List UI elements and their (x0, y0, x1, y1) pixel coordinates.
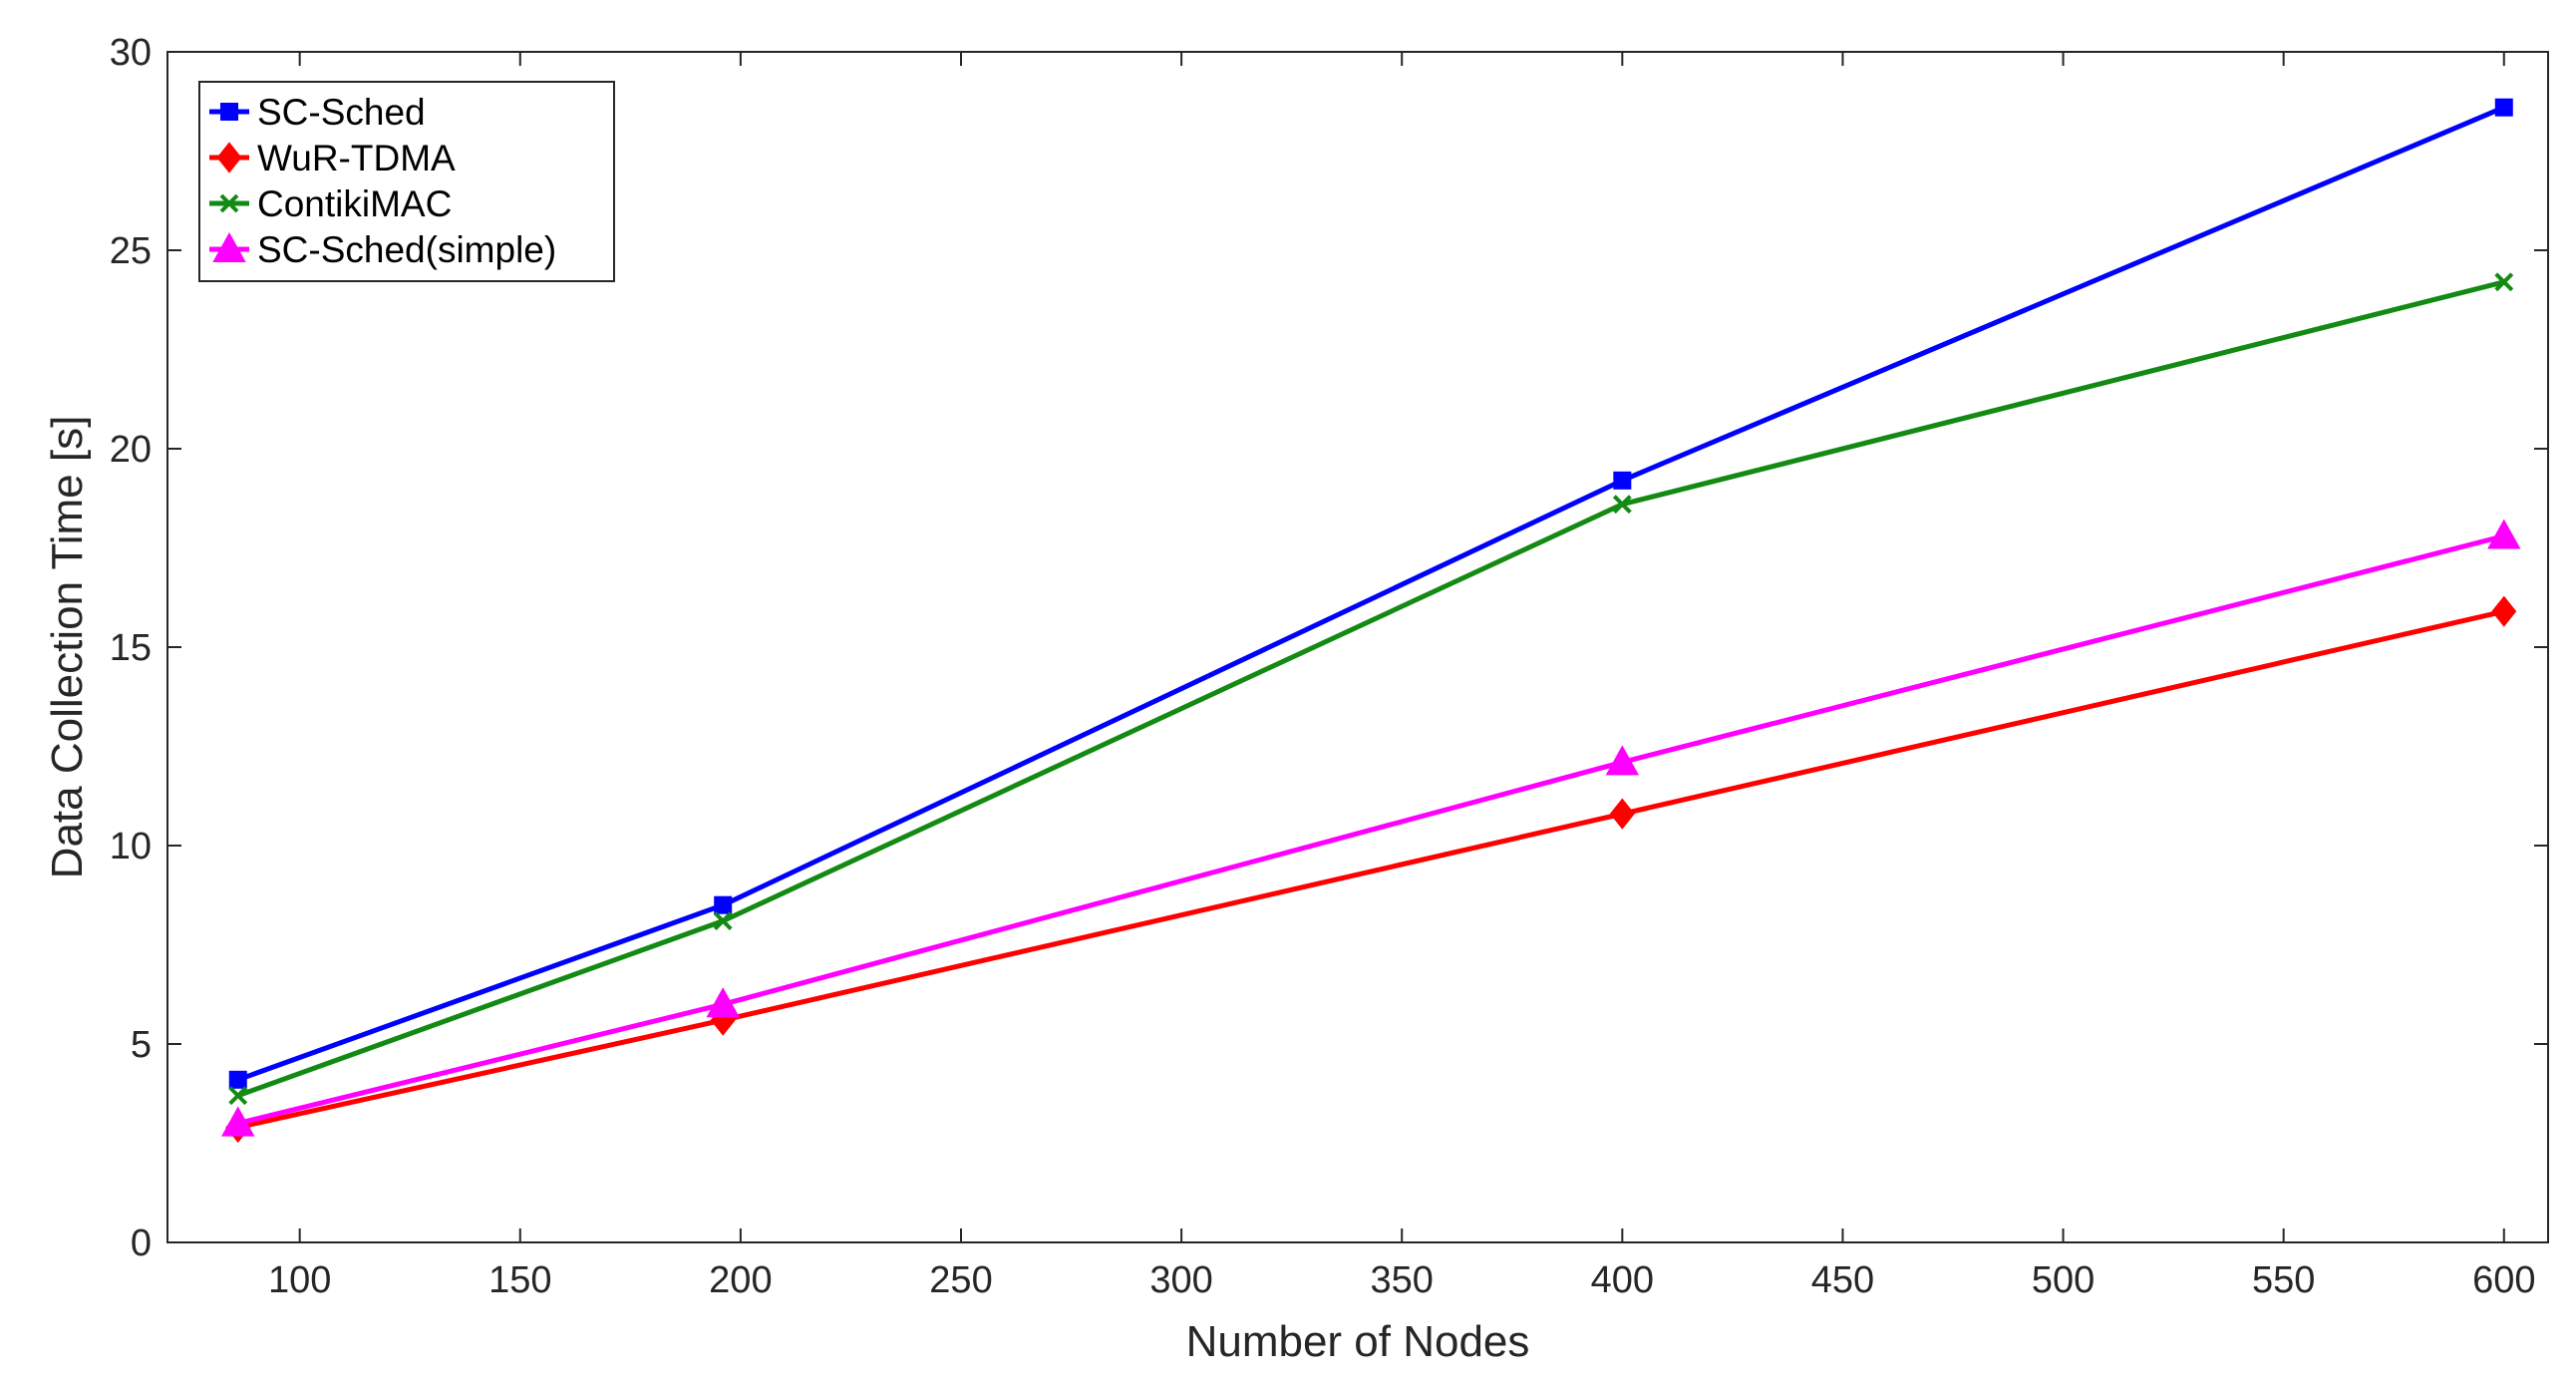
legend-item: WuR-TDMA (209, 138, 456, 178)
legend-label: WuR-TDMA (257, 138, 456, 178)
legend-label: SC-Sched (257, 92, 426, 133)
y-tick-label: 20 (110, 429, 152, 471)
legend-marker (216, 142, 242, 174)
x-tick-label: 350 (1371, 1259, 1434, 1301)
data-point (228, 1086, 248, 1106)
data-point (1609, 798, 1635, 830)
data-point (2491, 595, 2517, 627)
x-tick-label: 450 (1811, 1259, 1874, 1301)
data-point (706, 987, 740, 1018)
data-point (2487, 519, 2521, 549)
legend-label: SC-Sched(simple) (257, 229, 556, 270)
series-line (236, 279, 2505, 1099)
series-line (237, 608, 2505, 1131)
x-tick-label: 250 (929, 1259, 992, 1301)
data-point (1613, 471, 1632, 490)
series-contikimac (228, 272, 2514, 1106)
y-tick-label: 30 (110, 32, 152, 74)
series-sc-sched-simple- (221, 519, 2521, 1137)
series-sc-sched (228, 98, 2513, 1089)
legend-label: ContikiMAC (257, 183, 452, 224)
x-tick-label: 500 (2032, 1259, 2094, 1301)
data-point (714, 895, 733, 914)
y-tick-label: 0 (131, 1222, 152, 1264)
x-tick-label: 300 (1149, 1259, 1212, 1301)
legend-item: ContikiMAC (209, 183, 452, 224)
x-tick-label: 100 (268, 1259, 331, 1301)
data-point (713, 911, 733, 931)
x-tick-label: 200 (709, 1259, 772, 1301)
y-tick-label: 10 (110, 826, 152, 868)
x-tick-label: 150 (488, 1259, 551, 1301)
data-point (2494, 98, 2513, 117)
x-tick-label: 400 (1591, 1259, 1654, 1301)
x-tick-label: 600 (2472, 1259, 2535, 1301)
legend-marker (219, 193, 239, 213)
y-tick-label: 15 (110, 627, 152, 669)
legend-item: SC-Sched(simple) (209, 229, 556, 270)
series-line (236, 105, 2505, 1083)
y-tick-label: 5 (131, 1024, 152, 1066)
legend-marker (212, 231, 246, 262)
x-axis-title: Number of Nodes (1186, 1317, 1530, 1366)
y-axis-title: Data Collection Time [s] (43, 416, 92, 879)
data-point (1605, 745, 1640, 776)
legend: SC-Sched WuR-TDMA ContikiMAC SC-Sched(simpl… (198, 81, 615, 282)
x-tick-label: 550 (2252, 1259, 2315, 1301)
data-point (2494, 272, 2514, 292)
data-point (228, 1070, 247, 1089)
data-point (221, 1106, 255, 1137)
y-tick-label: 25 (110, 230, 152, 272)
legend-marker (220, 103, 238, 121)
legend-item: SC-Sched (209, 92, 426, 133)
series-line (237, 533, 2505, 1127)
data-point (1612, 495, 1632, 515)
legend-box (198, 81, 615, 282)
